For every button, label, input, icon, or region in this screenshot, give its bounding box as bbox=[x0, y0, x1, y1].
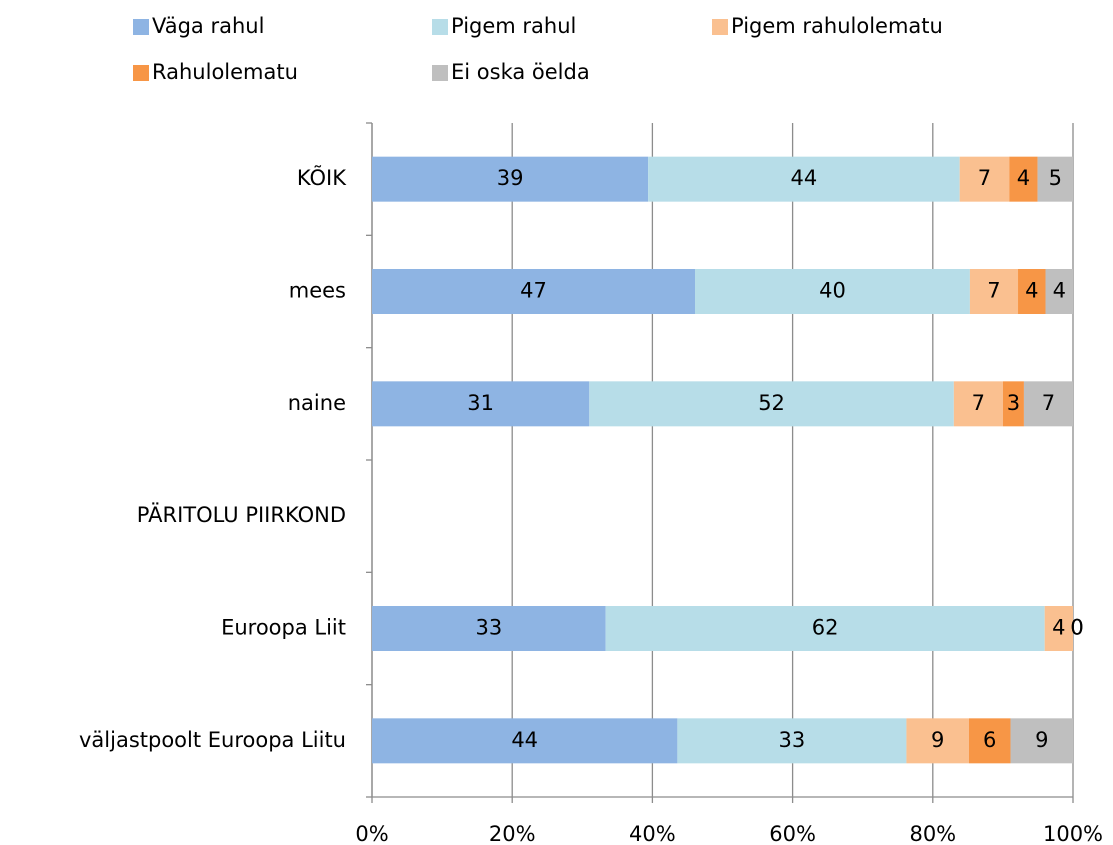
data-label: 0 bbox=[1070, 616, 1083, 640]
data-label: 7 bbox=[987, 279, 1000, 303]
data-label: 7 bbox=[1042, 391, 1055, 415]
bar-segment bbox=[372, 156, 649, 202]
legend-swatch bbox=[432, 19, 448, 35]
bar-segment bbox=[1010, 718, 1073, 764]
bar-segment bbox=[372, 718, 678, 764]
bar-segment bbox=[372, 269, 696, 314]
bar-segment bbox=[969, 269, 1019, 314]
data-label: 9 bbox=[931, 728, 944, 752]
data-label: 52 bbox=[758, 391, 785, 415]
x-tick-label: 60% bbox=[769, 822, 816, 845]
legend-swatch bbox=[133, 65, 149, 81]
y-tick-label: PÄRITOLU PIIRKOND bbox=[137, 502, 346, 527]
legend-swatch bbox=[432, 65, 448, 81]
bar-segment bbox=[372, 606, 606, 651]
data-label: 6 bbox=[983, 728, 996, 752]
bar-segment bbox=[677, 718, 907, 764]
data-label: 9 bbox=[1035, 728, 1048, 752]
bar-segment bbox=[1045, 269, 1073, 314]
y-tick-label: KÕIK bbox=[297, 164, 347, 190]
legend-label: Rahulolematu bbox=[152, 60, 298, 84]
data-label: 4 bbox=[1052, 616, 1065, 640]
data-label: 4 bbox=[1017, 166, 1030, 190]
bar-segment bbox=[1023, 381, 1073, 427]
data-label: 44 bbox=[791, 166, 818, 190]
data-label: 4 bbox=[1053, 279, 1066, 303]
bar-segment bbox=[1037, 156, 1073, 202]
y-tick-label: mees bbox=[289, 279, 346, 303]
x-tick-label: 0% bbox=[355, 822, 388, 845]
bar-segment bbox=[959, 156, 1010, 202]
data-label: 33 bbox=[475, 616, 502, 640]
x-tick-label: 40% bbox=[629, 822, 676, 845]
y-tick-label: Euroopa Liit bbox=[221, 616, 346, 640]
x-tick-label: 80% bbox=[909, 822, 956, 845]
data-label: 7 bbox=[972, 391, 985, 415]
data-label: 3 bbox=[1007, 391, 1020, 415]
legend-swatch bbox=[712, 19, 728, 35]
data-label: 33 bbox=[779, 728, 806, 752]
data-label: 5 bbox=[1049, 166, 1062, 190]
legend-label: Ei oska öelda bbox=[451, 60, 590, 84]
bar-segment bbox=[648, 156, 960, 202]
data-label: 62 bbox=[812, 616, 839, 640]
bar-segment bbox=[605, 606, 1045, 651]
data-label: 4 bbox=[1025, 279, 1038, 303]
data-label: 40 bbox=[819, 279, 846, 303]
data-label: 44 bbox=[511, 728, 538, 752]
legend-label: Pigem rahulolematu bbox=[731, 14, 943, 38]
y-tick-label: väljastpoolt Euroopa Liitu bbox=[79, 728, 346, 752]
bar-segment bbox=[1002, 381, 1024, 427]
data-label: 39 bbox=[497, 166, 524, 190]
bar-segment bbox=[695, 269, 970, 314]
bar-segment bbox=[953, 381, 1003, 427]
y-tick-label: naine bbox=[288, 391, 346, 415]
bar-segment bbox=[1044, 606, 1073, 651]
bar-segment bbox=[906, 718, 969, 764]
legend-label: Pigem rahul bbox=[451, 14, 576, 38]
data-label: 31 bbox=[467, 391, 494, 415]
data-label: 0 bbox=[1070, 616, 1083, 640]
bar-segment bbox=[1009, 156, 1038, 202]
x-tick-label: 100% bbox=[1043, 822, 1103, 845]
bar-segment bbox=[589, 381, 954, 427]
data-label: 7 bbox=[978, 166, 991, 190]
bar-segment bbox=[372, 381, 590, 427]
bar-segment bbox=[1018, 269, 1046, 314]
x-tick-label: 20% bbox=[489, 822, 536, 845]
legend-swatch bbox=[133, 19, 149, 35]
legend-label: Väga rahul bbox=[152, 14, 264, 38]
data-label: 47 bbox=[520, 279, 547, 303]
bar-segment bbox=[968, 718, 1011, 764]
